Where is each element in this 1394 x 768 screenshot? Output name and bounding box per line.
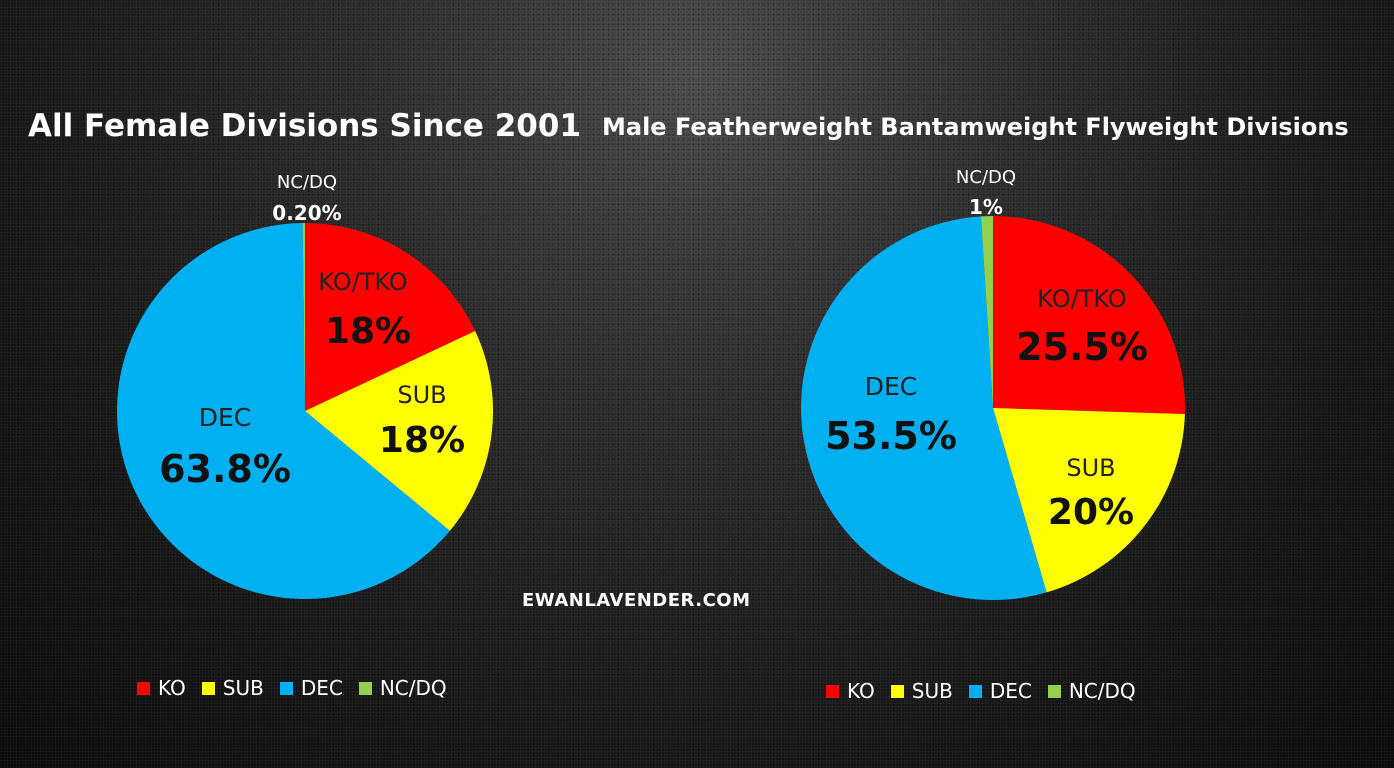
legend-item-sub: SUB xyxy=(201,676,264,700)
legend-male: KO SUB DEC NC/DQ xyxy=(826,679,1152,703)
legend-swatch-ncdq xyxy=(358,681,372,695)
legend-swatch-dec xyxy=(279,681,293,695)
slice-value-label-ncdq: 0.20% xyxy=(272,201,341,225)
legend-label-ncdq: NC/DQ xyxy=(1068,679,1136,703)
legend-item-ko: KO xyxy=(826,679,875,703)
legend-item-sub: SUB xyxy=(890,679,953,703)
watermark: EWANLAVENDER.COM xyxy=(522,590,751,611)
chart-title-female: All Female Divisions Since 2001 xyxy=(28,108,582,144)
legend-label-dec: DEC xyxy=(989,679,1032,703)
pie-chart-female: KO/TKO 18% SUB 18% DEC 63.8% NC/DQ 0.20% xyxy=(117,172,493,600)
legend-swatch-sub xyxy=(201,681,215,695)
chart-title-male: Male Featherweight Bantamweight Flyweigh… xyxy=(602,113,1349,141)
slice-value-label-dec: 53.5% xyxy=(825,414,957,458)
slice-name-label-sub: SUB xyxy=(397,381,446,409)
slice-name-label-sub: SUB xyxy=(1066,454,1115,482)
legend-swatch-ko xyxy=(826,684,839,698)
legend-label-ko: KO xyxy=(847,679,875,703)
slice-value-label-sub: 20% xyxy=(1048,492,1134,533)
legend-item-dec: DEC xyxy=(968,679,1032,703)
slice-value-label-ko: 25.5% xyxy=(1016,325,1148,369)
slice-value-label-ko: 18% xyxy=(325,311,411,352)
slice-name-label-dec: DEC xyxy=(199,403,252,432)
slice-value-label-ncdq: 1% xyxy=(969,195,1003,219)
legend-label-sub: SUB xyxy=(222,676,264,700)
legend-swatch-sub xyxy=(890,684,904,698)
slice-name-label-ncdq: NC/DQ xyxy=(277,172,337,193)
pie-chart-male: KO/TKO 25.5% SUB 20% DEC 53.5% NC/DQ 1% xyxy=(800,167,1185,600)
legend-item-ko: KO xyxy=(137,676,186,700)
legend-label-ncdq: NC/DQ xyxy=(379,676,447,700)
pie-slice-sub xyxy=(305,330,493,531)
legend-female: KO SUB DEC NC/DQ xyxy=(137,676,463,700)
slice-name-label-dec: DEC xyxy=(865,372,918,401)
legend-label-sub: SUB xyxy=(911,679,953,703)
legend-item-ncdq: NC/DQ xyxy=(358,676,447,700)
legend-swatch-dec xyxy=(968,684,982,698)
legend-label-dec: DEC xyxy=(300,676,343,700)
legend-label-ko: KO xyxy=(158,676,186,700)
legend-swatch-ko xyxy=(137,681,150,695)
pie-slice-ko xyxy=(305,223,476,411)
pie-slice-ko xyxy=(993,216,1185,415)
slice-value-label-sub: 18% xyxy=(379,420,465,461)
legend-item-dec: DEC xyxy=(279,676,343,700)
pie-slice-ncdq xyxy=(302,223,305,411)
pie-slice-dec xyxy=(117,223,450,600)
pie-slice-sub xyxy=(993,408,1185,593)
pie-slice-dec xyxy=(800,216,1047,600)
legend-item-ncdq: NC/DQ xyxy=(1047,679,1136,703)
slice-name-label-ko: KO/TKO xyxy=(318,268,407,296)
slice-name-label-ko: KO/TKO xyxy=(1037,285,1126,313)
slice-name-label-ncdq: NC/DQ xyxy=(956,167,1016,188)
legend-swatch-ncdq xyxy=(1047,684,1061,698)
pie-slice-ncdq xyxy=(980,216,993,408)
slice-value-label-dec: 63.8% xyxy=(159,447,291,491)
